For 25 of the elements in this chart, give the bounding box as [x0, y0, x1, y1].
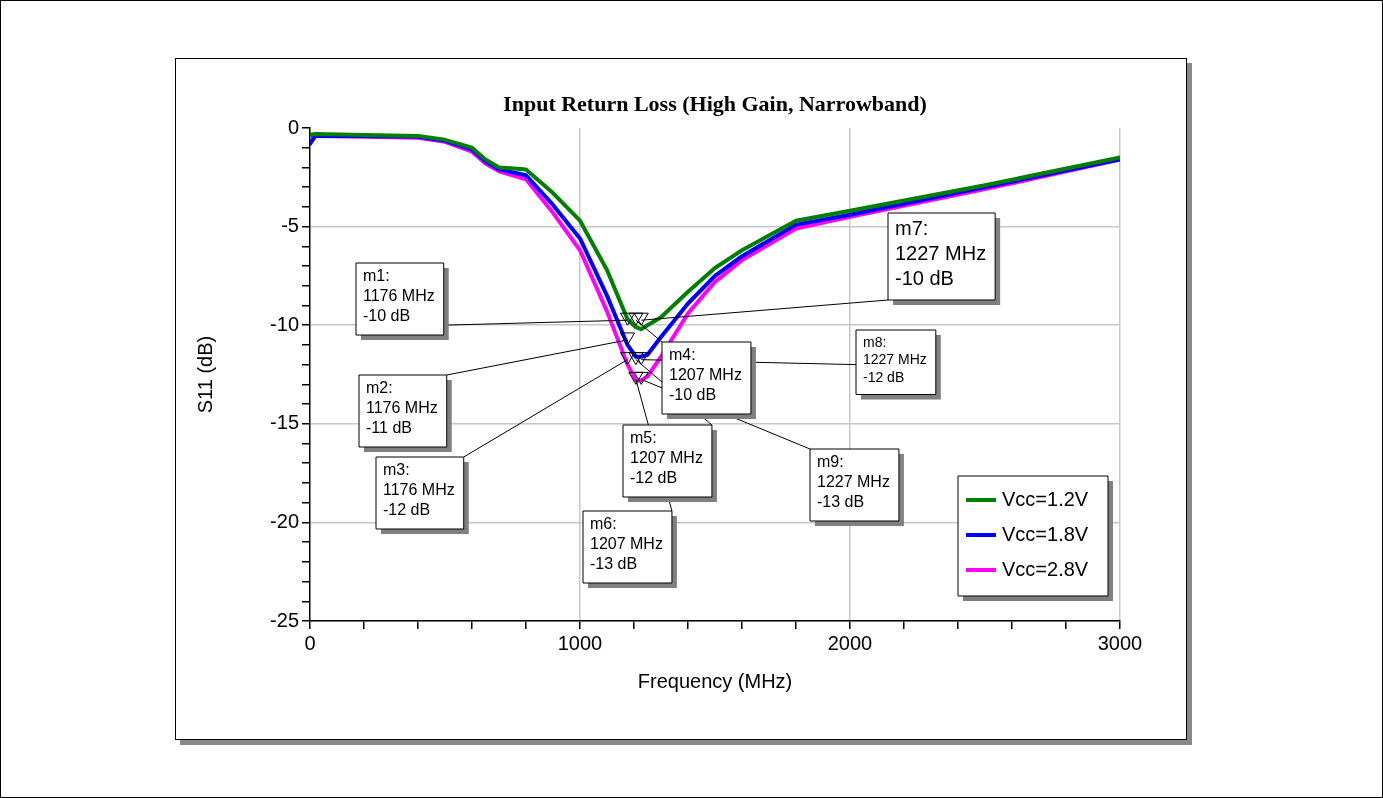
y-tick-label: -20: [270, 509, 299, 532]
annotation: m1: 1176 MHz -10 dB: [363, 267, 435, 325]
annotation: m8: 1227 MHz -12 dB: [863, 333, 927, 385]
annotation: m5: 1207 MHz -12 dB: [630, 429, 703, 487]
x-axis-title: Frequency (MHz): [637, 669, 793, 692]
annotation: m6: 1207 MHz -13 dB: [590, 515, 663, 573]
x-tick-label: 2000: [827, 631, 873, 654]
legend-label: Vcc=1.8V: [1002, 522, 1089, 545]
x-tick-label: 3000: [1097, 631, 1143, 654]
x-tick-label: 0: [304, 631, 316, 654]
annotation: m2: 1176 MHz -11 dB: [366, 379, 438, 437]
annotation: m7: 1227 MHz -10 dB: [895, 216, 987, 289]
x-tick-label: 1000: [557, 631, 603, 654]
y-axis-title: S11 (dB): [193, 335, 216, 414]
y-tick-label: -15: [270, 411, 299, 434]
legend-label: Vcc=1.2V: [1002, 487, 1089, 510]
chart-title: Input Return Loss (High Gain, Narrowband): [503, 90, 927, 116]
annotation: m9: 1227 MHz -13 dB: [817, 453, 890, 511]
y-tick-label: -10: [270, 312, 299, 335]
annotation: m4: 1207 MHz -10 dB: [669, 346, 742, 404]
legend-label: Vcc=2.8V: [1002, 557, 1089, 580]
annotation: m3: 1176 MHz -12 dB: [383, 461, 455, 519]
y-tick-label: 0: [287, 115, 299, 138]
y-tick-label: -25: [270, 608, 299, 631]
y-tick-label: -5: [281, 214, 299, 237]
